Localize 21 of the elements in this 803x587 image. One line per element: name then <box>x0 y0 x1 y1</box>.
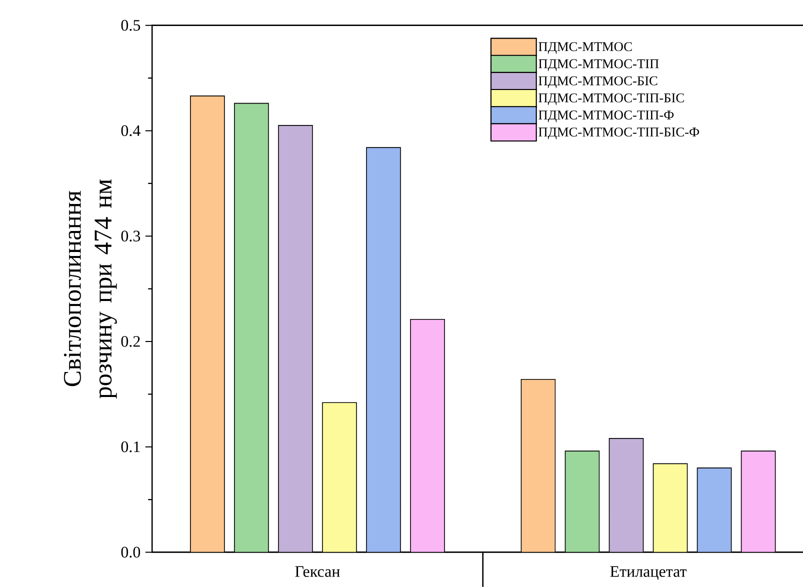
bar <box>564 450 600 552</box>
legend-label: ПДМС-МТМОС-ТІП-БІС-Ф <box>538 128 700 140</box>
y-tick-label: 0.5 <box>121 20 140 31</box>
legend-label: ПДМС-МТМОС-ТІП-БІС <box>538 93 684 106</box>
y-tick-label: 0.4 <box>121 125 140 136</box>
legend-label: ПДМС-МТМОС <box>538 42 632 54</box>
legend-label: ПДМС-МТМОС-ТІП <box>538 59 659 72</box>
bar <box>366 147 401 552</box>
y-tick-label: 0.3 <box>121 230 140 242</box>
bar <box>696 468 732 552</box>
legend-label: ПДМС-МТМОС-ТІП-Ф <box>538 110 674 122</box>
bar <box>190 96 225 552</box>
x-tick-label: Гексан <box>295 566 340 577</box>
y-axis-title: Світлопоглинання розчину при 474 нм <box>64 179 117 398</box>
legend-label: ПДМС-МТМОС-БІС <box>538 76 658 88</box>
bar <box>234 102 269 552</box>
y-tick-label: 0.1 <box>121 441 140 452</box>
bar <box>520 379 556 552</box>
y-tick-label: 0.0 <box>121 546 140 558</box>
y-tick-label: 0.2 <box>121 336 140 347</box>
x-tick-label: Етилацетат <box>610 566 687 580</box>
